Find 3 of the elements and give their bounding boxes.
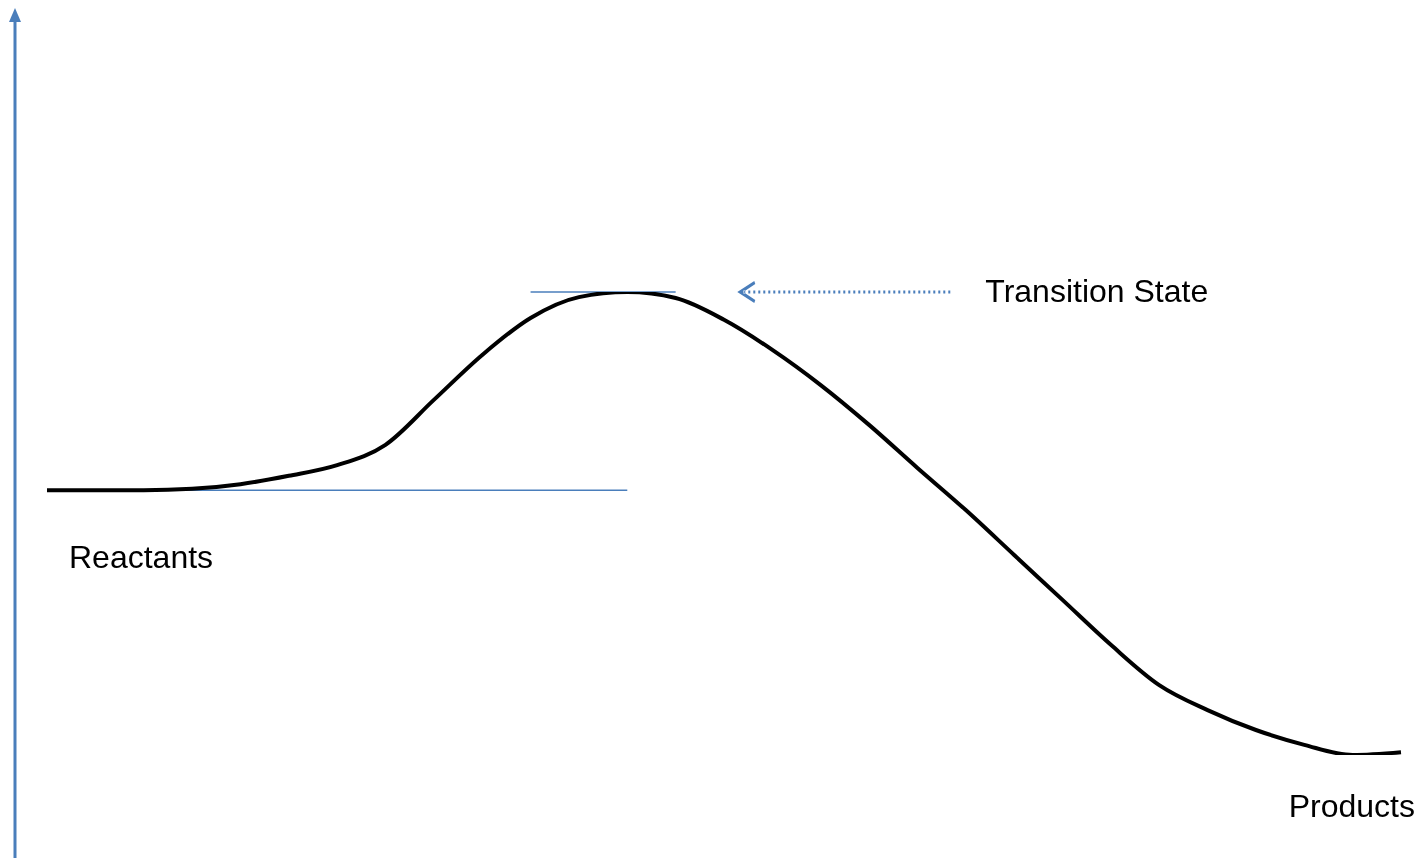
annotation: Transition State	[985, 273, 1209, 309]
annotation: Reactants	[69, 539, 214, 576]
text: Products	[1288, 788, 1415, 825]
